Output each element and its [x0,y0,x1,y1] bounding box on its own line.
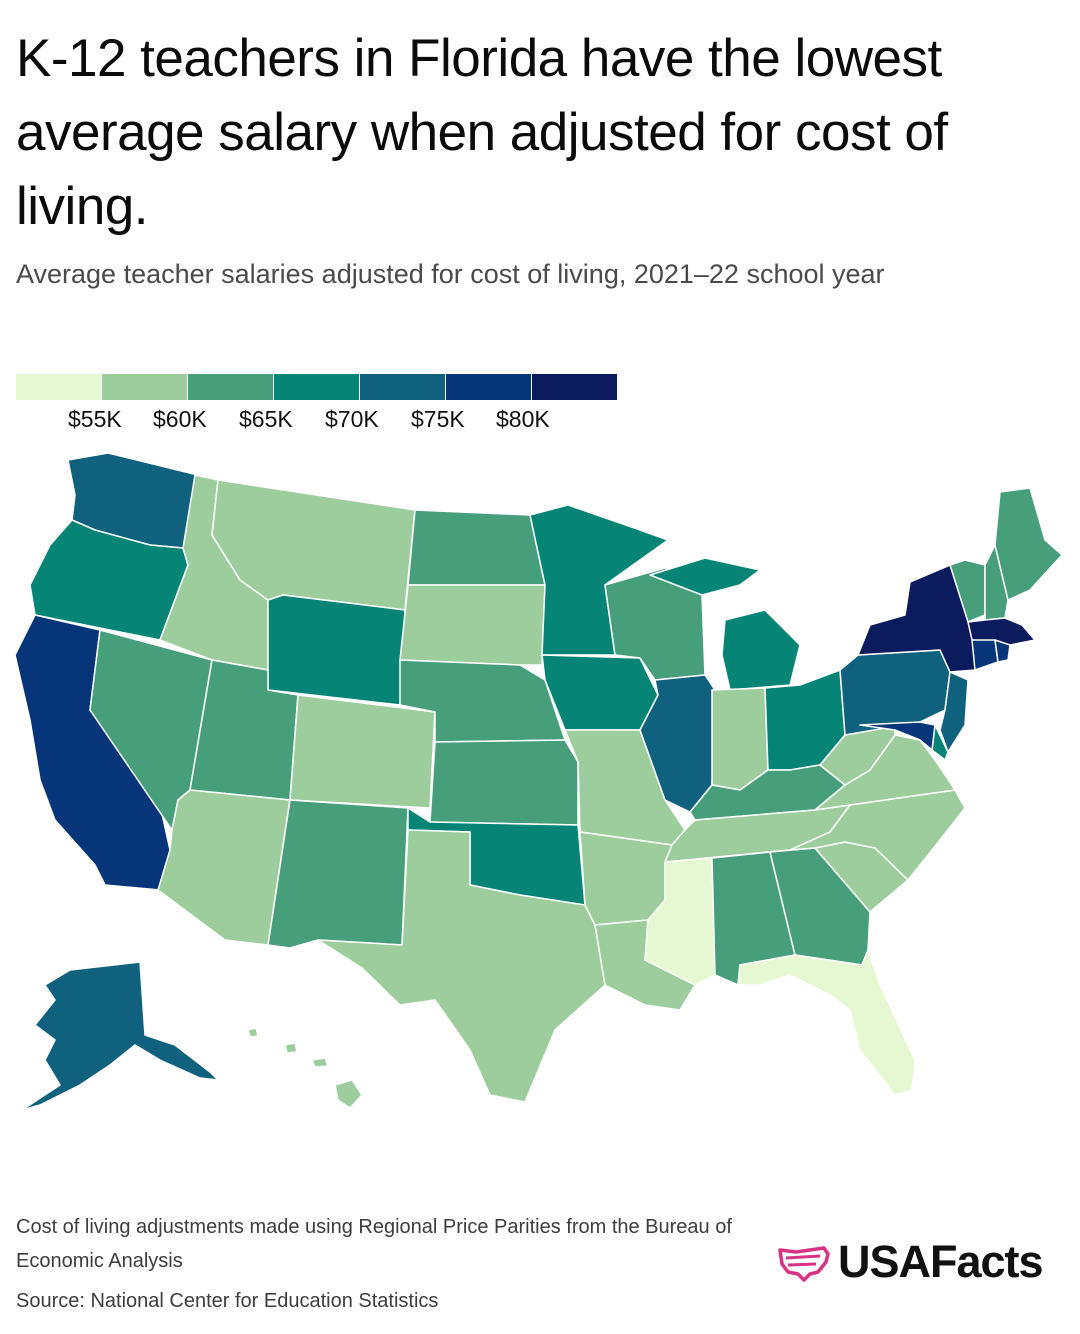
state-NC[interactable] [789,789,966,881]
legend-label-70k: $70K [325,406,379,432]
state-CT[interactable] [971,639,999,671]
state-TX[interactable] [317,829,606,1103]
legend-swatch-2 [188,374,273,400]
state-NH[interactable] [984,544,1009,621]
chart-title: K-12 teachers in Florida have the lowest… [16,29,948,236]
legend-swatch-1 [102,374,187,400]
brand-name: USAFacts [838,1236,1044,1287]
state-HI[interactable] [247,1027,363,1109]
state-PA[interactable] [839,649,951,736]
us-map-logo-icon [778,1246,830,1282]
state-MD[interactable] [859,721,936,751]
legend-label-60k: $60K [153,406,207,432]
legend-label-55k: $55K [68,406,122,432]
state-IA[interactable] [541,654,659,731]
state-FL[interactable] [737,949,916,1096]
legend-swatch-4 [360,374,445,400]
chart-subtitle: Average teacher salaries adjusted for co… [16,259,885,289]
state-ME[interactable] [994,487,1063,601]
state-ND[interactable] [407,509,546,586]
legend-label-80k: $80K [496,406,550,432]
state-AK[interactable] [21,961,219,1111]
state-IN[interactable] [711,687,769,791]
legend-swatch-0 [16,374,101,400]
us-choropleth-map [14,452,1063,1111]
legend-swatch-3 [274,374,359,400]
state-RI[interactable] [994,639,1011,663]
state-AZ[interactable] [157,789,291,946]
state-MI[interactable] [649,557,801,691]
footnote: Cost of living adjustments made using Re… [16,1216,732,1272]
state-SD[interactable] [399,584,546,666]
source-note: Source: National Center for Education St… [16,1290,439,1312]
legend-label-65k: $65K [239,406,293,432]
state-KS[interactable] [429,739,579,826]
legend-swatch-5 [446,374,531,400]
legend-color-bar [16,374,618,400]
color-legend: $55K $60K $65K $70K $75K $80K [16,374,618,434]
legend-label-75k: $75K [411,406,465,432]
state-CO[interactable] [289,694,436,809]
state-NM[interactable] [267,799,409,949]
state-WY[interactable] [267,594,406,706]
legend-swatch-6 [532,374,617,400]
usafacts-logo: USAFacts [776,1234,1076,1300]
